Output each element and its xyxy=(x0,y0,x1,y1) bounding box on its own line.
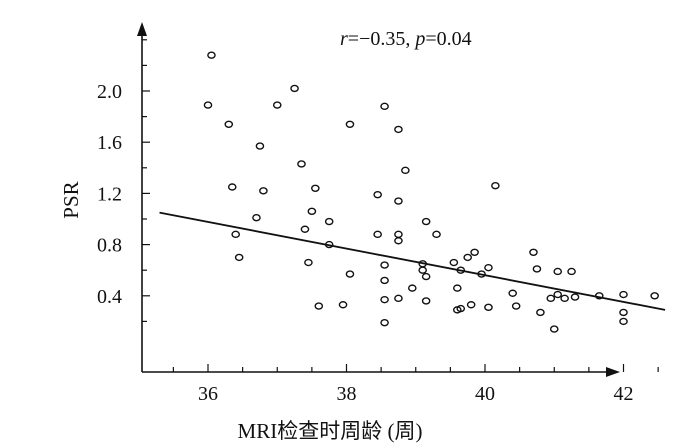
data-point xyxy=(456,304,466,313)
data-point xyxy=(394,125,403,134)
x-tick-label: 36 xyxy=(198,383,218,405)
data-point xyxy=(421,217,431,226)
data-point xyxy=(619,308,628,317)
data-point xyxy=(394,237,403,245)
y-tick-label: 2.0 xyxy=(97,81,122,103)
data-point xyxy=(421,272,431,281)
data-point xyxy=(511,302,521,310)
y-tick-label: 1.6 xyxy=(97,132,122,154)
data-point xyxy=(324,217,334,226)
axes xyxy=(137,22,620,377)
data-point xyxy=(345,120,355,128)
data-point xyxy=(553,290,563,299)
x-tick-label: 38 xyxy=(337,383,357,405)
data-point xyxy=(394,294,403,303)
annotation-r-value: =−0.35, xyxy=(348,28,416,50)
x-tick-label: 42 xyxy=(614,383,634,405)
data-point xyxy=(546,294,556,303)
annotation-r-symbol: r xyxy=(340,28,348,50)
data-point xyxy=(231,230,240,239)
y-tick-label: 0.8 xyxy=(97,235,122,257)
data-point xyxy=(380,261,389,269)
data-point xyxy=(484,263,493,272)
data-point xyxy=(619,317,628,326)
data-point xyxy=(307,207,317,216)
data-point xyxy=(272,101,282,109)
data-point xyxy=(470,248,479,256)
data-point xyxy=(407,284,417,292)
y-tick-label: 0.4 xyxy=(97,286,122,308)
data-point xyxy=(553,267,563,276)
data-point xyxy=(380,295,389,304)
data-point xyxy=(401,166,410,175)
data-point xyxy=(421,297,431,305)
data-point xyxy=(227,183,237,191)
data-point xyxy=(297,160,306,168)
data-point xyxy=(484,303,493,312)
y-axis-arrow xyxy=(137,22,147,36)
data-point xyxy=(304,258,313,267)
data-point xyxy=(567,267,576,276)
data-point xyxy=(466,301,476,309)
data-point xyxy=(529,248,538,256)
data-point xyxy=(252,214,261,222)
data-point xyxy=(311,184,320,192)
data-points xyxy=(203,51,659,333)
regression-line xyxy=(159,211,666,311)
data-point xyxy=(380,318,389,327)
data-point xyxy=(508,289,518,297)
data-point xyxy=(338,301,348,309)
y-axis-title: PSR xyxy=(59,181,83,218)
data-point xyxy=(345,270,355,278)
data-point xyxy=(452,284,462,292)
ticks: 36 38 40 42 0.4 0.8 1.2 1.6 2.0 xyxy=(97,39,659,405)
regression-line-group xyxy=(159,211,666,311)
data-point xyxy=(619,290,628,299)
data-point xyxy=(373,230,382,239)
data-point xyxy=(432,230,441,239)
data-point xyxy=(259,187,268,195)
data-point xyxy=(463,253,472,262)
y-tick-label: 1.2 xyxy=(97,183,122,205)
data-point xyxy=(290,84,299,93)
data-point xyxy=(224,120,234,128)
data-point xyxy=(203,101,213,109)
data-point xyxy=(380,276,389,285)
x-axis-arrow xyxy=(606,367,620,377)
data-point xyxy=(650,292,659,300)
data-point xyxy=(380,102,389,111)
data-point xyxy=(394,197,403,205)
annotation-p-symbol: p xyxy=(413,28,425,50)
data-point xyxy=(491,182,500,190)
data-point xyxy=(532,265,542,273)
data-point xyxy=(314,302,324,310)
data-point xyxy=(234,253,244,262)
data-point xyxy=(207,51,216,59)
data-point xyxy=(449,258,459,267)
data-point xyxy=(418,266,427,274)
annotation-p-value: =0.04 xyxy=(425,28,471,50)
data-point xyxy=(549,325,559,333)
correlation-annotation: r=−0.35, p=0.04 xyxy=(340,28,472,50)
x-tick-label: 40 xyxy=(475,383,495,405)
data-point xyxy=(560,294,569,303)
data-point xyxy=(255,142,265,150)
x-axis-title: MRI检查时周龄 (周) xyxy=(238,419,423,443)
data-point xyxy=(536,308,545,317)
data-point xyxy=(373,190,382,199)
data-point xyxy=(394,230,403,239)
data-point xyxy=(570,293,580,301)
data-point xyxy=(300,225,310,233)
